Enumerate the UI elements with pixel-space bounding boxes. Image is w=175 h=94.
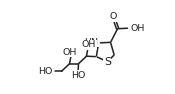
Text: OH: OH bbox=[130, 24, 145, 33]
Text: HO: HO bbox=[71, 71, 85, 80]
Text: OH: OH bbox=[82, 40, 96, 49]
Text: OH: OH bbox=[63, 48, 77, 57]
Text: S: S bbox=[104, 57, 111, 67]
Text: HO: HO bbox=[38, 67, 53, 76]
Text: HN: HN bbox=[84, 38, 98, 47]
Text: O: O bbox=[110, 13, 117, 21]
